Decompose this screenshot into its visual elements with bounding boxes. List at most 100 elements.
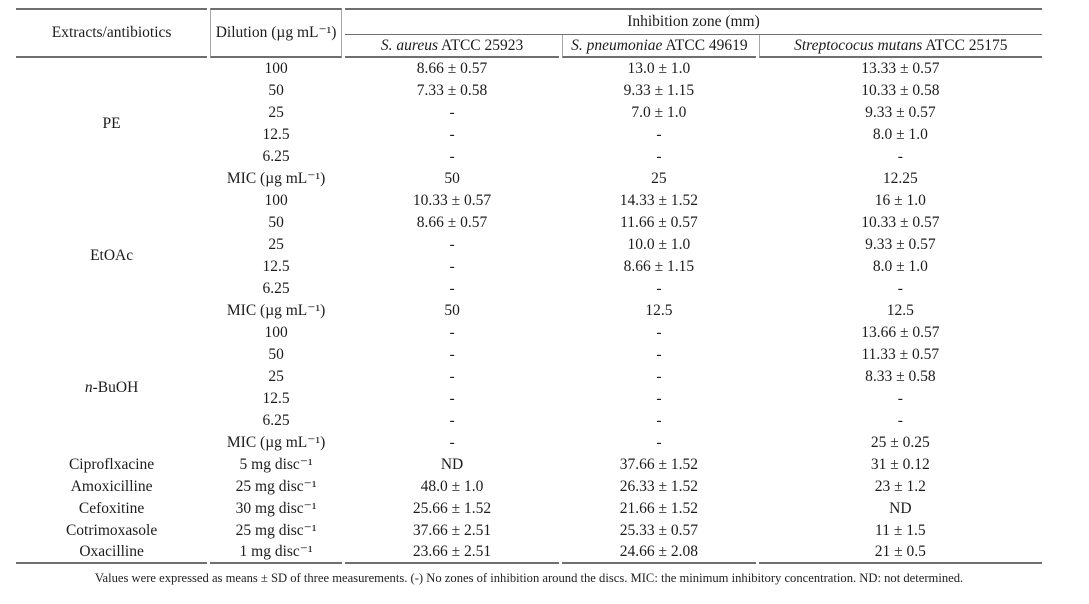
value-cell-s-mutans: 10.33 ± 0.58 xyxy=(861,82,940,100)
value-cell-s-pneumoniae: - xyxy=(656,126,662,144)
value-cell-s-mutans: 9.33 ± 0.57 xyxy=(865,104,936,122)
table-row: 12.5 - - 8.0 ± 1.0 xyxy=(16,124,1042,146)
dilution-cell: 50 xyxy=(268,82,284,100)
dilution-cell: 12.5 xyxy=(262,390,290,408)
value-cell-s-mutans: 12.5 xyxy=(886,302,914,320)
antibiotic-row: Oxacilline 1 mg disc⁻¹ 23.66 ± 2.51 24.66 ±… xyxy=(16,542,1042,564)
dilution-cell: 100 xyxy=(264,60,288,78)
dilution-cell: 25 xyxy=(268,236,284,254)
dose-cell: 1 mg disc⁻¹ xyxy=(210,542,342,564)
value-cell-s-pneumoniae: - xyxy=(656,434,662,452)
value-cell-s-mutans: 10.33 ± 0.57 xyxy=(861,214,940,232)
value-cell-s-mutans: 8.0 ± 1.0 xyxy=(872,126,928,144)
strain-atcc-code: ATCC 25175 xyxy=(925,36,1008,54)
value-cell-s-pneumoniae: 14.33 ± 1.52 xyxy=(619,192,699,210)
value-cell-s-aureus: - xyxy=(449,236,455,254)
dilution-cell: MIC (µg mL⁻¹) xyxy=(226,170,326,188)
column-header-s-aureus: S. aureus ATCC 25923 xyxy=(344,35,560,58)
value-cell-s-pneumoniae: 25.33 ± 0.57 xyxy=(619,522,699,540)
strain-atcc-code: ATCC 25923 xyxy=(441,36,524,54)
value-cell-s-pneumoniae: 8.66 ± 1.15 xyxy=(623,258,695,276)
value-cell-s-aureus: 8.66 ± 0.57 xyxy=(416,60,488,78)
strain-species-name: S. aureus xyxy=(380,36,438,54)
value-cell-s-pneumoniae: 12.5 xyxy=(645,302,673,320)
extract-name: EtOAc xyxy=(90,247,134,265)
dilution-cell: 6.25 xyxy=(262,280,290,298)
table-row: 25 - 10.0 ± 1.0 9.33 ± 0.57 xyxy=(16,234,1042,256)
table-row: 12.5 - 8.66 ± 1.15 8.0 ± 1.0 xyxy=(16,256,1042,278)
value-cell-s-mutans: 16 ± 1.0 xyxy=(874,192,926,210)
value-cell-s-pneumoniae: - xyxy=(656,324,662,342)
value-cell-s-mutans: 13.33 ± 0.57 xyxy=(861,60,940,78)
value-cell-s-aureus: 50 xyxy=(444,302,460,320)
value-cell-s-aureus: ND xyxy=(440,456,464,474)
value-cell-s-mutans: 31 ± 0.12 xyxy=(870,456,930,474)
dilution-cell: 25 xyxy=(268,104,284,122)
dose-cell: 25 mg disc⁻¹ xyxy=(235,478,317,496)
value-cell-s-pneumoniae: 26.33 ± 1.52 xyxy=(619,478,699,496)
value-cell-s-pneumoniae: - xyxy=(656,390,662,408)
value-cell-s-pneumoniae: 10.0 ± 1.0 xyxy=(627,236,691,254)
column-header-s-pneumoniae: S. pneumoniae ATCC 49619 xyxy=(562,35,756,58)
table-row: MIC (µg mL⁻¹) 50 12.5 12.5 xyxy=(16,300,1042,322)
strain-species-name: S. pneumoniae xyxy=(571,36,663,54)
value-cell-s-aureus: 7.33 ± 0.58 xyxy=(416,82,488,100)
value-cell-s-mutans: 11 ± 1.5 xyxy=(875,522,926,540)
table-header: Extracts/antibiotics Dilution (µg mL⁻¹) … xyxy=(16,8,1042,58)
dilution-cell: 100 xyxy=(264,324,288,342)
value-cell-s-aureus: - xyxy=(449,126,455,144)
value-cell-s-aureus: - xyxy=(449,148,455,166)
antibiotic-row: Cefoxitine 30 mg disc⁻¹ 25.66 ± 1.52 21.66 … xyxy=(16,498,1042,520)
table-row: 50 7.33 ± 0.58 9.33 ± 1.15 10.33 ± 0.58 xyxy=(16,80,1042,102)
extract-name: -BuOH xyxy=(92,379,139,397)
header-row-strains: S. aureus ATCC 25923 S. pneumoniae ATCC … xyxy=(16,35,1042,58)
value-cell-s-mutans: ND xyxy=(889,500,912,518)
value-cell-s-pneumoniae: 24.66 ± 2.08 xyxy=(562,542,756,564)
antibiotic-row: Ciproflxacine 5 mg disc⁻¹ ND 37.66 ± 1.52 31… xyxy=(16,454,1042,476)
table-row: 6.25 - - - xyxy=(16,410,1042,432)
value-cell-s-mutans: - xyxy=(897,280,903,298)
extract-name-cell: PE xyxy=(16,58,207,190)
column-header-inhibition-zone: Inhibition zone (mm) xyxy=(344,8,1042,35)
extract-name-cell: EtOAc xyxy=(16,190,207,322)
dilution-cell: 50 xyxy=(268,346,284,364)
value-cell-s-mutans: 23 ± 1.2 xyxy=(874,478,926,496)
value-cell-s-aureus: - xyxy=(449,258,455,276)
value-cell-s-aureus: - xyxy=(449,346,455,364)
value-cell-s-pneumoniae: 7.0 ± 1.0 xyxy=(631,104,687,122)
value-cell-s-pneumoniae: 37.66 ± 1.52 xyxy=(619,456,699,474)
antibiotic-row: Cotrimoxasole 25 mg disc⁻¹ 37.66 ± 2.51 25.… xyxy=(16,520,1042,542)
table-row: 50 - - 11.33 ± 0.57 xyxy=(16,344,1042,366)
value-cell-s-aureus: - xyxy=(449,280,455,298)
dilution-cell: 12.5 xyxy=(262,126,290,144)
value-cell-s-pneumoniae: - xyxy=(656,412,662,430)
value-cell-s-pneumoniae: - xyxy=(656,280,662,298)
value-cell-s-mutans: - xyxy=(897,390,903,408)
value-cell-s-pneumoniae: - xyxy=(656,346,662,364)
value-cell-s-aureus: 37.66 ± 2.51 xyxy=(412,522,492,540)
table-row: PE 100 8.66 ± 0.57 13.0 ± 1.0 13.33 ± 0.57 xyxy=(16,58,1042,132)
column-header-extracts: Extracts/antibiotics xyxy=(16,8,208,58)
value-cell-s-aureus: 23.66 ± 2.51 xyxy=(344,542,560,564)
dilution-cell: 25 xyxy=(268,368,284,386)
antibiotic-name-cell: Cotrimoxasole xyxy=(65,522,158,540)
dose-cell: 25 mg disc⁻¹ xyxy=(235,522,317,540)
dilution-cell: 50 xyxy=(268,214,284,232)
value-cell-s-aureus: - xyxy=(449,324,455,342)
value-cell-s-aureus: - xyxy=(449,104,455,122)
value-cell-s-pneumoniae: 25 xyxy=(651,170,667,188)
value-cell-s-aureus: - xyxy=(449,368,455,386)
value-cell-s-aureus: 25.66 ± 1.52 xyxy=(412,500,492,518)
dose-cell: 5 mg disc⁻¹ xyxy=(239,456,313,474)
table-row: 6.25 - - - xyxy=(16,146,1042,168)
dilution-cell: 6.25 xyxy=(262,412,290,430)
value-cell-s-pneumoniae: 13.0 ± 1.0 xyxy=(627,60,691,78)
value-cell-s-aureus: 8.66 ± 0.57 xyxy=(416,214,488,232)
table-row: 6.25 - - - xyxy=(16,278,1042,300)
table-row: MIC (µg mL⁻¹) 50 25 12.25 xyxy=(16,168,1042,190)
inhibition-zone-table: Extracts/antibiotics Dilution (µg mL⁻¹) … xyxy=(13,8,1045,586)
value-cell-s-pneumoniae: 9.33 ± 1.15 xyxy=(623,82,695,100)
antibiotic-row: Amoxicilline 25 mg disc⁻¹ 48.0 ± 1.0 26.33 … xyxy=(16,476,1042,498)
antibiotic-name-cell: Amoxicilline xyxy=(70,478,153,496)
